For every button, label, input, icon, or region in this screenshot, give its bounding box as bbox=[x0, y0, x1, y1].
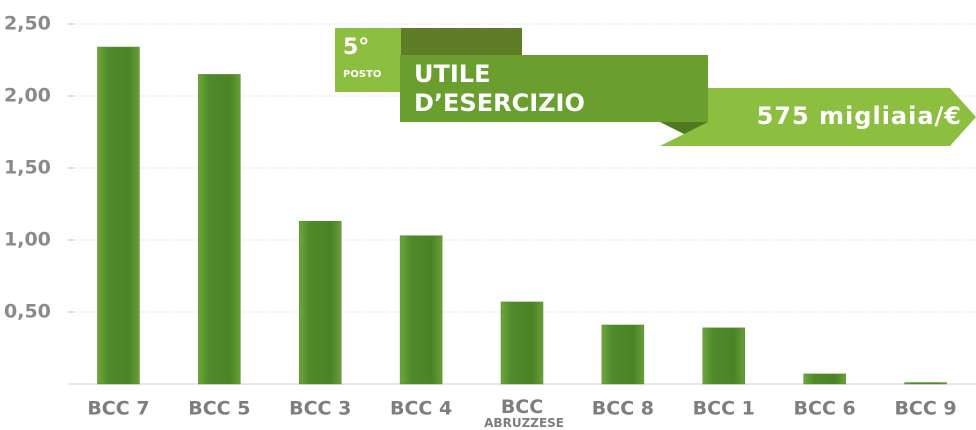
bar bbox=[500, 301, 544, 385]
bar bbox=[803, 373, 846, 385]
title-box bbox=[400, 55, 708, 122]
x-tick-label: BCC 1 bbox=[693, 398, 755, 420]
title-line: D’ESERCIZIO bbox=[414, 89, 585, 117]
banner-fold bbox=[400, 28, 522, 55]
x-tick-label: BCC 9 bbox=[894, 398, 956, 420]
bar bbox=[904, 382, 947, 385]
x-tick-label: BCC 6 bbox=[794, 398, 856, 420]
bar bbox=[97, 46, 140, 385]
amount-arrow bbox=[660, 88, 976, 146]
banner: 5° POSTO UTILE D’ESERCIZIO 575 migliaia/… bbox=[335, 28, 976, 146]
amount: 575 migliaia/€ bbox=[757, 102, 962, 130]
title-line: UTILE bbox=[414, 60, 490, 88]
x-tick-label: BCC 4 bbox=[390, 398, 452, 420]
y-tick-label: 0,50 bbox=[4, 301, 51, 323]
x-tick-label-part: ABRUZZESE bbox=[480, 416, 564, 430]
x-tick-label-part: BCC bbox=[501, 396, 543, 418]
bar bbox=[702, 327, 746, 385]
y-tick-label: 1,50 bbox=[4, 157, 51, 179]
bar bbox=[601, 324, 645, 385]
x-tick-label: BCC 8 bbox=[592, 398, 654, 420]
bar bbox=[198, 74, 241, 385]
x-tick-label: BCC 3 bbox=[289, 398, 351, 420]
bar bbox=[298, 221, 342, 385]
bar bbox=[399, 235, 443, 385]
y-tick-label: 1,00 bbox=[4, 229, 51, 251]
rank-word: POSTO bbox=[343, 69, 381, 80]
y-tick-label: 2,00 bbox=[4, 85, 51, 107]
x-tick-label: BCC 7 bbox=[87, 398, 149, 420]
x-tick-label: BCC 5 bbox=[188, 398, 250, 420]
rank: 5° bbox=[343, 35, 369, 60]
x-tick-label: BCC ABRUZZESE bbox=[480, 396, 564, 430]
y-tick-label: 2,50 bbox=[4, 13, 51, 35]
rank-box bbox=[335, 28, 401, 92]
